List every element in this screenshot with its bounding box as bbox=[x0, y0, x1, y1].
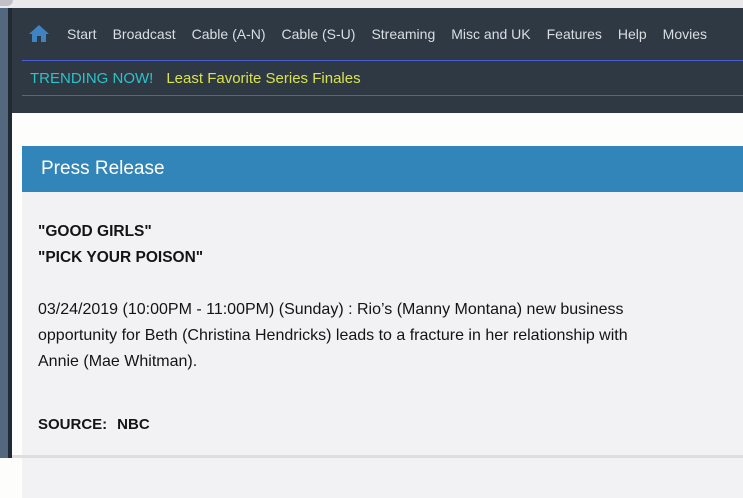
panel-heading: Press Release bbox=[22, 146, 743, 192]
nav-item-broadcast[interactable]: Broadcast bbox=[112, 26, 176, 42]
source-value: NBC bbox=[117, 416, 150, 433]
trending-link[interactable]: Least Favorite Series Finales bbox=[166, 69, 361, 87]
panel-title: Press Release bbox=[41, 158, 165, 179]
main-nav: Start Broadcast Cable (A-N) Cable (S-U) … bbox=[12, 8, 743, 60]
nav-item-cable-s-u[interactable]: Cable (S-U) bbox=[281, 26, 356, 42]
nav-item-help[interactable]: Help bbox=[617, 26, 647, 42]
nav-item-features[interactable]: Features bbox=[546, 26, 602, 42]
source-row: SOURCE: NBC bbox=[38, 412, 713, 438]
show-title: "GOOD GIRLS" bbox=[38, 223, 152, 240]
nav-item-start[interactable]: Start bbox=[67, 26, 97, 42]
release-description-line: Annie (Mae Whitman). bbox=[38, 353, 198, 370]
source-label: SOURCE: bbox=[38, 416, 108, 433]
browser-tab-corner bbox=[0, 0, 13, 6]
content-area: Press Release "GOOD GIRLS" "PICK YOUR PO… bbox=[12, 113, 743, 498]
release-headline: "GOOD GIRLS" "PICK YOUR POISON" bbox=[38, 219, 713, 271]
nav-item-cable-a-n[interactable]: Cable (A-N) bbox=[191, 26, 266, 42]
content-bottom-edge bbox=[12, 455, 743, 458]
home-icon[interactable] bbox=[27, 22, 51, 46]
nav-item-streaming[interactable]: Streaming bbox=[371, 26, 436, 42]
browser-top-strip bbox=[0, 0, 743, 8]
trending-bar: TRENDING NOW! Least Favorite Series Fina… bbox=[22, 60, 743, 96]
site-header: Start Broadcast Cable (A-N) Cable (S-U) … bbox=[12, 8, 743, 113]
trending-label: TRENDING NOW! bbox=[30, 69, 154, 87]
release-description-line: 03/24/2019 (10:00PM - 11:00PM) (Sunday) … bbox=[38, 301, 624, 318]
press-release-panel: Press Release "GOOD GIRLS" "PICK YOUR PO… bbox=[22, 146, 743, 498]
nav-item-movies[interactable]: Movies bbox=[662, 26, 708, 42]
page-left-rail-edge bbox=[8, 8, 12, 458]
nav-item-misc-and-uk[interactable]: Misc and UK bbox=[451, 26, 531, 42]
episode-title: "PICK YOUR POISON" bbox=[38, 249, 204, 266]
page-left-rail bbox=[0, 8, 8, 458]
release-description: 03/24/2019 (10:00PM - 11:00PM) (Sunday) … bbox=[38, 297, 713, 375]
panel-body: "GOOD GIRLS" "PICK YOUR POISON" 03/24/20… bbox=[22, 192, 743, 498]
release-description-line: opportunity for Beth (Christina Hendrick… bbox=[38, 327, 628, 344]
